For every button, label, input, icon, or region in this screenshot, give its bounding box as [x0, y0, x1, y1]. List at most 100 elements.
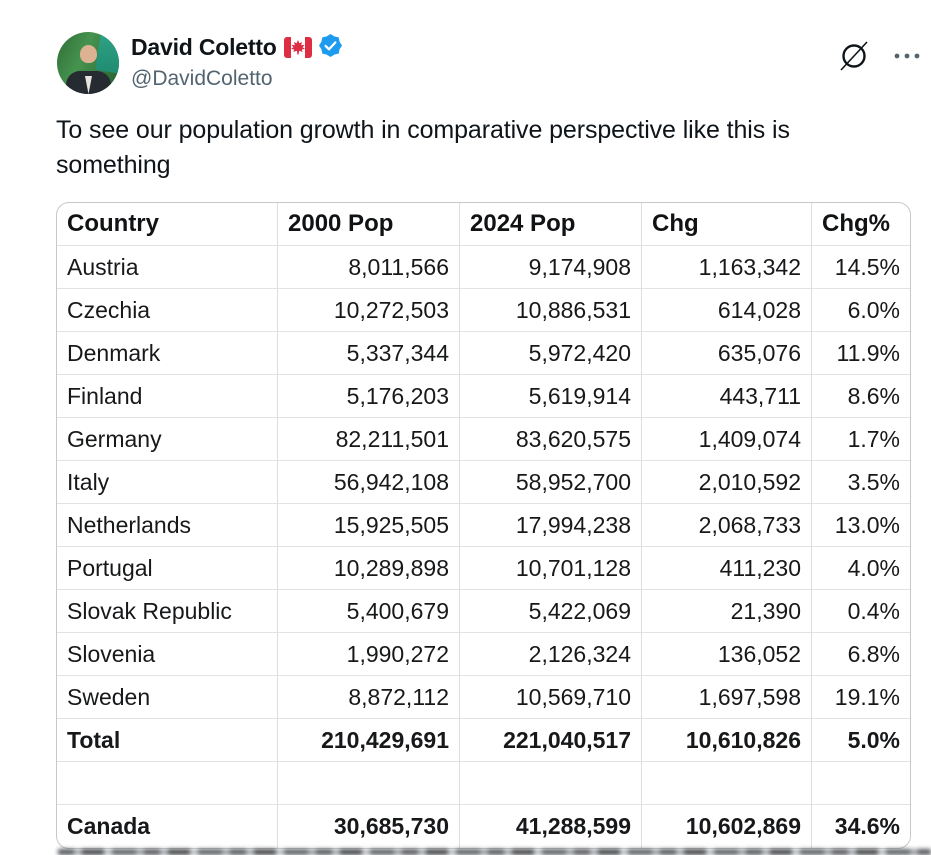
value-cell: 82,211,501 [278, 418, 460, 461]
value-cell: 58,952,700 [460, 461, 642, 504]
avatar[interactable] [57, 32, 119, 94]
table-row: Canada 30,685,730 41,288,599 10,602,869 34.6… [57, 805, 910, 848]
avatar-shirt [85, 76, 92, 94]
value-cell: 8.6% [812, 375, 910, 418]
table-row: Total 210,429,691 221,040,517 10,610,826 5.0… [57, 719, 910, 762]
value-cell: 11.9% [812, 332, 910, 375]
table-row: Austria 8,011,566 9,174,908 1,163,342 14.5% [57, 246, 910, 289]
country-cell: Sweden [57, 676, 278, 719]
avatar-head [80, 45, 97, 63]
value-cell: 34.6% [834, 813, 900, 839]
value-cell: 15,925,505 [278, 504, 460, 547]
value-cell: 13.0% [812, 504, 910, 547]
value-cell: 14.5% [812, 246, 910, 289]
value-cell: 2,010,592 [642, 461, 812, 504]
country-cell: Total [57, 719, 278, 762]
table-row: Italy 56,942,108 58,952,700 2,010,592 3.5% [57, 461, 910, 504]
value-cell: 2,068,733 [642, 504, 812, 547]
population-table-media[interactable]: Country 2000 Pop 2024 Pop Chg Chg% Austria 8,… [56, 202, 911, 849]
value-cell: 4.0% [812, 547, 910, 590]
value-cell: 10,272,503 [278, 289, 460, 332]
tweet-header: David Coletto @DavidColetto [57, 31, 923, 95]
value-cell: 5,972,420 [460, 332, 642, 375]
ellipsis-icon [893, 50, 921, 62]
value-cell: 10,569,710 [460, 676, 642, 719]
value-cell: 10,289,898 [278, 547, 460, 590]
value-cell: 5,176,203 [278, 375, 460, 418]
table-row: Slovak Republic 5,400,679 5,422,069 21,390 0… [57, 590, 910, 633]
country-cell: Finland [57, 375, 278, 418]
avatar-banner [95, 32, 119, 74]
value-cell [812, 762, 910, 805]
canada-flag-icon [283, 37, 312, 58]
cutoff-content-strip [58, 849, 931, 855]
table-row: Portugal 10,289,898 10,701,128 411,230 4.0% [57, 547, 910, 590]
value-cell: 635,076 [642, 332, 812, 375]
value-cell: 9,174,908 [460, 246, 642, 289]
country-cell: Czechia [57, 289, 278, 332]
table-row: Finland 5,176,203 5,619,914 443,711 8.6% [57, 375, 910, 418]
country-cell: Slovenia [57, 633, 278, 676]
value-cell: 5,619,914 [460, 375, 642, 418]
value-cell: 30,685,730 [278, 805, 460, 848]
display-name: David Coletto [131, 34, 277, 60]
value-cell: 5,400,679 [278, 590, 460, 633]
value-cell: 17,994,238 [460, 504, 642, 547]
table-row: Germany 82,211,501 83,620,575 1,409,074 1.7% [57, 418, 910, 461]
column-header: Chg [642, 203, 812, 246]
country-cell: Slovak Republic [57, 590, 278, 633]
value-cell: 5,422,069 [460, 590, 642, 633]
value-cell: 6.0% [812, 289, 910, 332]
value-cell: 221,040,517 [460, 719, 642, 762]
tweet-text: To see our population growth in comparat… [56, 113, 916, 183]
value-cell: 1,409,074 [642, 418, 812, 461]
value-cell: 21,390 [642, 590, 812, 633]
value-cell: 1,163,342 [642, 246, 812, 289]
value-cell: 614,028 [642, 289, 812, 332]
value-cell: 5,337,344 [278, 332, 460, 375]
table-row: Czechia 10,272,503 10,886,531 614,028 6.0% [57, 289, 910, 332]
table-row: Netherlands 15,925,505 17,994,238 2,068,733… [57, 504, 910, 547]
value-cell: 210,429,691 [278, 719, 460, 762]
value-cell: 411,230 [642, 547, 812, 590]
table-row: Sweden 8,872,112 10,569,710 1,697,598 19.1% [57, 676, 910, 719]
value-cell: 83,620,575 [460, 418, 642, 461]
value-cell: 2,126,324 [460, 633, 642, 676]
country-cell: Portugal [57, 547, 278, 590]
country-cell: Germany [57, 418, 278, 461]
value-cell: 10,610,826 [642, 719, 812, 762]
grok-icon [837, 39, 871, 73]
value-cell: 1.7% [812, 418, 910, 461]
column-header: Chg% [812, 203, 910, 246]
value-cell: 8,011,566 [278, 246, 460, 289]
value-cell: 5.0% [812, 719, 910, 762]
value-cell: 8,872,112 [278, 676, 460, 719]
column-header: 2000 Pop [278, 203, 460, 246]
value-cell: 6.8% [812, 633, 910, 676]
value-cell: 19.1% [812, 676, 910, 719]
header-actions [835, 37, 923, 75]
value-cell: 10,886,531 [460, 289, 642, 332]
value-cell [278, 762, 460, 805]
country-cell: Canada [57, 805, 278, 848]
tweet-text-line: To see our population growth in comparat… [56, 116, 790, 144]
column-header: 2024 Pop [460, 203, 642, 246]
table-row: Slovenia 1,990,272 2,126,324 136,052 6.8% [57, 633, 910, 676]
value-cell [460, 762, 642, 805]
value-cell: 1,697,598 [642, 676, 812, 719]
table-header-row: Country 2000 Pop 2024 Pop Chg Chg% [57, 203, 910, 246]
column-header: Country [57, 203, 278, 246]
table-row [57, 762, 910, 805]
value-cell: 443,711 [642, 375, 812, 418]
country-cell: Italy [57, 461, 278, 504]
value-cell [642, 762, 812, 805]
value-cell: 10,602,869 [642, 805, 812, 848]
country-cell: Netherlands [57, 504, 278, 547]
more-button[interactable] [891, 48, 923, 64]
grok-button[interactable] [835, 37, 873, 75]
author-handle[interactable]: @DavidColetto [131, 67, 273, 90]
author-name-row[interactable]: David Coletto [131, 33, 342, 62]
value-cell: 10,701,128 [460, 547, 642, 590]
value-cell: 56,942,108 [278, 461, 460, 504]
population-table-body: Austria 8,011,566 9,174,908 1,163,342 14.5% C… [57, 246, 910, 848]
